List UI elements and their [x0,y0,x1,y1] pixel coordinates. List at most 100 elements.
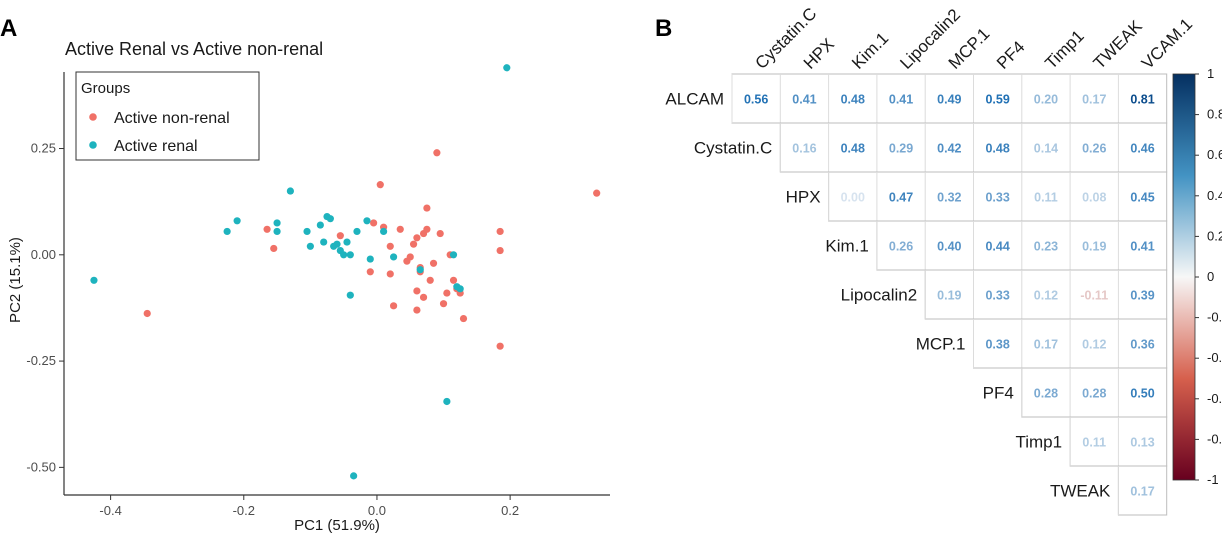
point-active-non-renal [433,149,441,157]
cell-value: 0.12 [1034,289,1058,303]
point-active-non-renal [263,225,271,233]
cell-value: 0.48 [841,142,865,156]
cell-value: 0.19 [937,289,961,303]
point-active-renal [343,238,351,246]
panel-a-letter: A [0,15,17,42]
point-active-non-renal [270,244,278,253]
legend-box [75,71,260,161]
cell-value: 0.56 [744,93,768,107]
colorbar-tick-label: 0.4 [1207,188,1222,203]
colorbar-tick-label: -0.6 [1207,391,1222,406]
point-active-non-renal [449,276,458,284]
cell-value: 0.17 [1082,93,1106,107]
cell-value: 0.12 [1082,338,1106,352]
scatter-y-label: PC2 (15.1%) [7,237,24,323]
cell-value: 0.48 [985,142,1009,156]
point-active-renal [449,251,458,259]
col-label-timp1: Timp1 [1041,26,1087,72]
cell-value: 0.40 [937,240,961,254]
y-tick-label: -0.25 [26,353,56,368]
point-active-renal [389,253,398,261]
cell-value: 0.29 [889,142,913,156]
row-label-kim.1: Kim.1 [825,237,868,256]
col-label-pf4: PF4 [993,37,1028,72]
point-active-renal [443,397,451,406]
cell-value: 0.26 [889,240,913,254]
cell-value: 0.42 [937,142,961,156]
cell-value: 0.17 [1130,485,1154,499]
x-tick-label: 0.0 [368,503,386,518]
point-active-renal [350,472,358,480]
cell-value: 0.41 [792,93,816,107]
cell-value: 0.38 [985,338,1009,352]
point-active-non-renal [386,242,394,250]
row-label-hpx: HPX [786,188,821,207]
point-active-renal [90,276,98,284]
cell-value: 0.36 [1130,338,1154,352]
point-active-renal [273,227,281,236]
colorbar-tick-label: 1 [1207,66,1214,81]
scatter-x-ticks: -0.4 -0.2 0.0 0.2 [99,495,519,518]
point-active-non-renal [593,189,601,197]
scatter-legend: Groups Active non-renal Active renal [75,71,260,161]
point-active-non-renal [436,229,444,238]
col-label-tweak: TWEAK [1090,16,1147,73]
scatter-x-label: PC1 (51.9%) [294,517,380,534]
cell-value: 0.28 [1082,387,1106,401]
scatter-points [90,64,601,480]
cell-value: -0.11 [1080,289,1108,303]
point-active-renal [286,187,294,195]
colorbar-tick-label: -0.2 [1207,310,1222,325]
cell-value: 0.00 [841,191,865,205]
legend-label-active-non-renal: Active non-renal [114,110,230,127]
row-label-timp1: Timp1 [1015,433,1062,452]
cell-value: 0.08 [1082,191,1106,205]
panel-b-letter: B [655,15,672,42]
y-tick-label: -0.50 [26,459,56,474]
point-active-renal [320,238,328,246]
point-active-renal [273,219,281,227]
point-active-renal [346,291,354,299]
point-active-non-renal [496,227,504,236]
point-active-renal [306,242,314,250]
point-active-non-renal [426,276,434,284]
col-label-mcp.1: MCP.1 [945,24,994,73]
colorbar-tick-label: -1 [1207,472,1219,487]
scatter-title: Active Renal vs Active non-renal [65,39,323,59]
row-label-lipocalin2: Lipocalin2 [841,286,918,305]
point-active-non-renal [413,287,421,295]
x-tick-label: -0.2 [233,503,255,518]
cell-value: 0.14 [1034,142,1058,156]
colorbar-tick-label: -0.8 [1207,431,1222,446]
cell-value: 0.32 [937,191,961,205]
point-active-non-renal [406,253,414,261]
point-active-non-renal [413,234,421,242]
x-tick-label: 0.2 [501,503,519,518]
cell-value: 0.44 [985,240,1009,254]
colorbar-tick-label: 0.8 [1207,107,1222,122]
cell-value: 0.81 [1130,93,1154,107]
point-active-renal [233,217,241,225]
cell-value: 0.16 [792,142,816,156]
point-active-non-renal [423,225,431,233]
legend-title: Groups [81,80,130,97]
correlation-colorbar: 1 0.8 0.6 0.4 0.2 0 -0.2 -0.4 -0.6 -0.8 -1 [1172,66,1222,487]
cell-value: 0.11 [1082,436,1106,450]
cell-value: 0.50 [1130,387,1154,401]
cell-value: 0.23 [1034,240,1058,254]
cell-value: 0.33 [985,289,1009,303]
point-active-renal [333,240,341,248]
cell-value: 0.47 [889,191,913,205]
colorbar-gradient [1172,73,1196,481]
row-label-pf4: PF4 [983,384,1014,403]
legend-dot-active-non-renal [89,113,97,121]
cell-value: 0.28 [1034,387,1058,401]
point-active-non-renal [413,306,421,314]
cell-value: 0.48 [841,93,865,107]
cell-value: 0.17 [1034,338,1058,352]
cell-value: 0.11 [1034,191,1058,205]
y-tick-label: 0.25 [31,141,56,156]
row-label-tweak: TWEAK [1050,482,1111,501]
row-label-cystatin.c: Cystatin.C [694,139,772,158]
